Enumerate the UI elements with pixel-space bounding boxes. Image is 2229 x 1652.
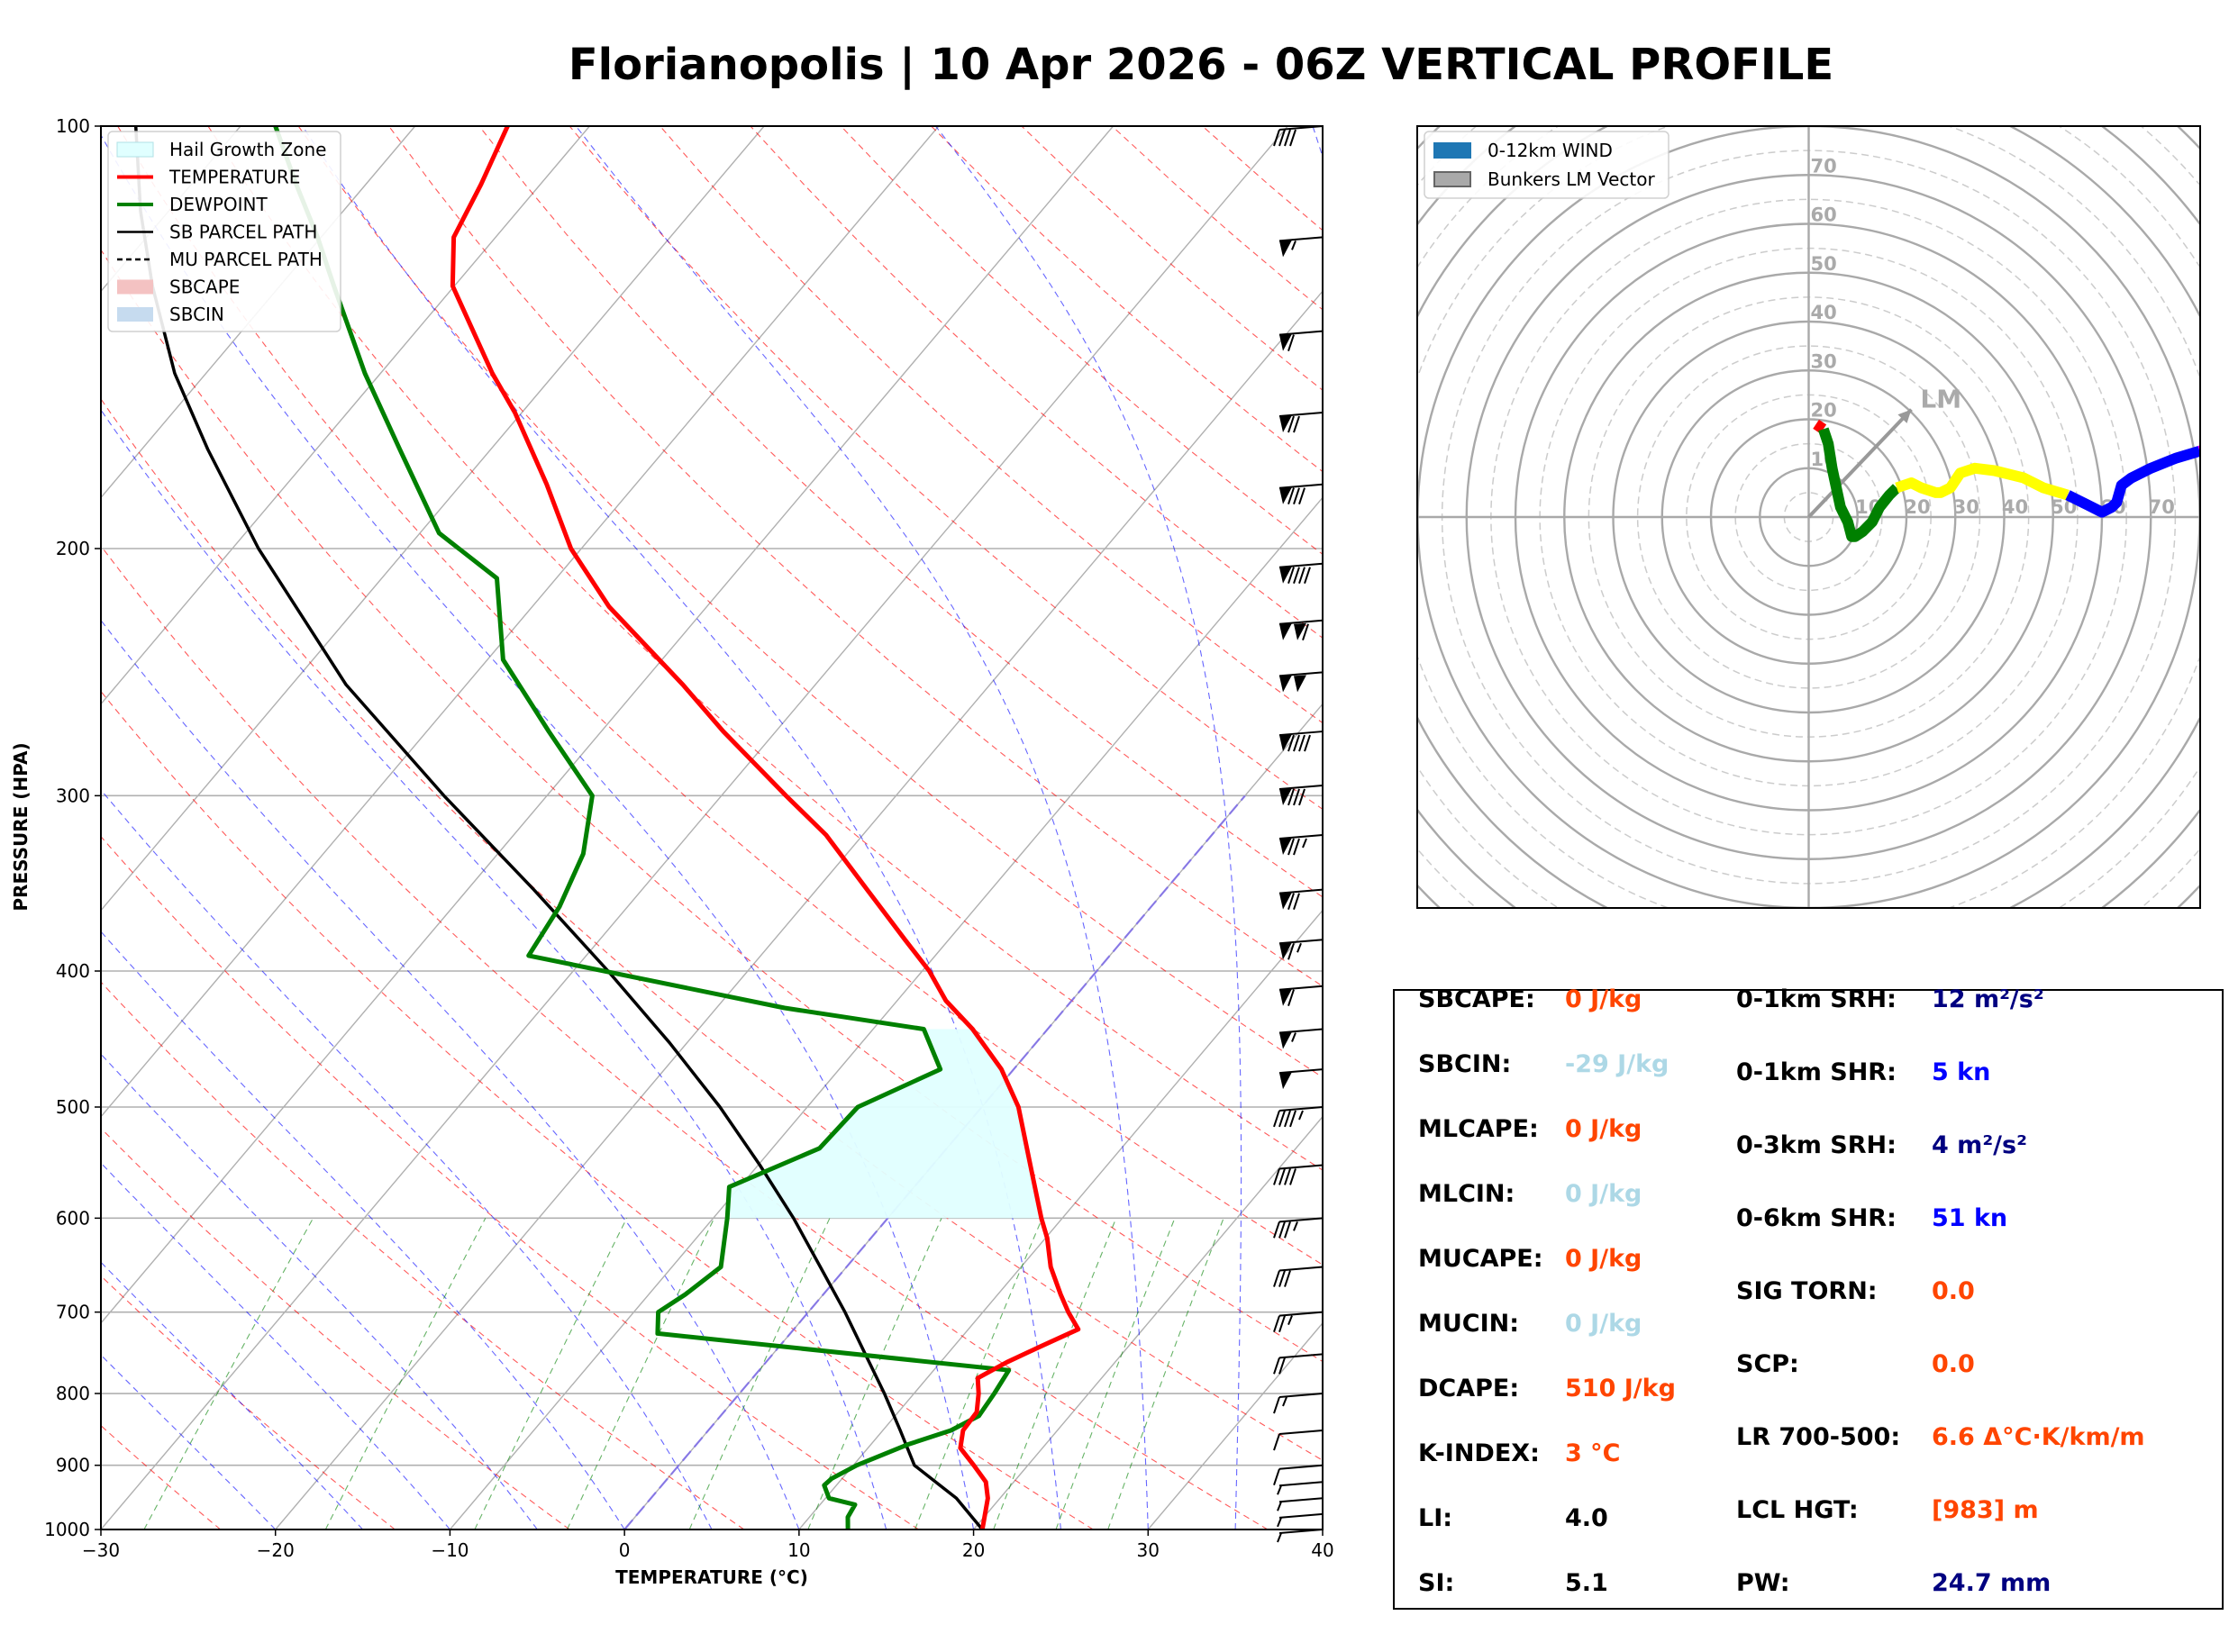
stat-value: -29 J/kg	[1565, 1050, 1669, 1078]
hodograph-u-label: 70	[2149, 496, 2175, 518]
x-tick-label: 20	[962, 1539, 985, 1561]
hodograph-trace-segment	[2200, 444, 2220, 451]
stat-value: 0.0	[1932, 1277, 1975, 1305]
stat-value: 0 J/kg	[1565, 1310, 1642, 1338]
stat-label: 0-6km SHR:	[1736, 1204, 1897, 1232]
stat-label: K-INDEX:	[1418, 1439, 1540, 1467]
legend-label: SBCIN	[169, 304, 224, 325]
stat-value: 4.0	[1565, 1504, 1608, 1532]
hodograph-trace-segment	[1816, 424, 1824, 430]
skewt-xlabel: TEMPERATURE (°C)	[615, 1566, 808, 1588]
stat-value: 0 J/kg	[1565, 985, 1642, 1013]
x-tick-label: −20	[257, 1539, 295, 1561]
stat-label: DCAPE:	[1418, 1375, 1519, 1402]
y-tick-label: 900	[56, 1455, 90, 1476]
stat-label: MUCAPE:	[1418, 1245, 1543, 1273]
stat-label: 0-3km SRH:	[1736, 1131, 1897, 1159]
legend-label: Hail Growth Zone	[169, 139, 326, 160]
legend-swatch	[117, 142, 153, 157]
hodograph-v-label: 70	[1811, 155, 1837, 177]
stat-label: PW:	[1736, 1569, 1790, 1597]
legend-label: DEWPOINT	[169, 194, 268, 215]
stat-value: 6.6 Δ°C·K/km/m	[1932, 1423, 2145, 1451]
legend-label: MU PARCEL PATH	[169, 249, 323, 270]
hodograph-u-label: 40	[2002, 496, 2028, 518]
stat-label: SIG TORN:	[1736, 1277, 1878, 1305]
legend-label: SBCAPE	[169, 277, 240, 298]
stat-value: 0.0	[1932, 1350, 1975, 1378]
x-tick-label: −10	[431, 1539, 469, 1561]
x-tick-label: 40	[1311, 1539, 1333, 1561]
stat-value: 0 J/kg	[1565, 1115, 1642, 1143]
stat-label: MLCAPE:	[1418, 1115, 1539, 1143]
legend-label: Bunkers LM Vector	[1488, 168, 1656, 190]
y-tick-label: 1000	[44, 1519, 90, 1540]
stat-label: LCL HGT:	[1736, 1496, 1859, 1524]
y-tick-label: 700	[56, 1302, 90, 1323]
y-tick-label: 200	[56, 538, 90, 559]
stat-label: SI:	[1418, 1569, 1454, 1597]
figure-title: Florianopolis | 10 Apr 2026 - 06Z VERTIC…	[569, 40, 1833, 90]
y-tick-label: 100	[56, 115, 90, 137]
stat-label: 0-1km SRH:	[1736, 985, 1897, 1013]
stat-label: SBCAPE:	[1418, 985, 1535, 1013]
stat-label: SCP:	[1736, 1350, 1799, 1378]
hodograph-v-label: 20	[1811, 400, 1837, 422]
y-tick-label: 300	[56, 785, 90, 806]
bunkers-lm-label: LM	[1920, 385, 1961, 414]
skewt-legend: Hail Growth Zone TEMPERATURE DEWPOINT SB PA…	[108, 132, 341, 331]
stat-value: 5.1	[1565, 1569, 1608, 1597]
x-tick-label: −30	[82, 1539, 120, 1561]
x-tick-label: 10	[787, 1539, 810, 1561]
legend-swatch	[1434, 143, 1470, 158]
hodograph-v-label: 30	[1811, 350, 1837, 372]
hodograph-v-label: 40	[1811, 302, 1837, 323]
stat-value: 4 m²/s²	[1932, 1131, 2027, 1159]
stat-value: [983] m	[1932, 1496, 2039, 1524]
y-tick-label: 800	[56, 1383, 90, 1404]
hodograph-v-label: 50	[1811, 253, 1837, 275]
x-tick-label: 30	[1137, 1539, 1160, 1561]
legend-swatch	[1434, 172, 1470, 186]
hodograph-v-label: 60	[1811, 204, 1837, 226]
legend-swatch	[117, 280, 153, 295]
y-tick-label: 400	[56, 960, 90, 982]
stat-label: MLCIN:	[1418, 1180, 1515, 1208]
stat-label: SBCIN:	[1418, 1050, 1511, 1078]
stat-value: 3 °C	[1565, 1439, 1621, 1467]
y-tick-label: 600	[56, 1207, 90, 1229]
legend-label: TEMPERATURE	[168, 167, 300, 188]
x-tick-label: 0	[619, 1539, 631, 1561]
legend-label: SB PARCEL PATH	[169, 222, 317, 243]
stat-label: MUCIN:	[1418, 1310, 1519, 1338]
legend-label: 0-12km WIND	[1488, 140, 1613, 161]
stat-value: 0 J/kg	[1565, 1245, 1642, 1273]
skewt-ylabel: PRESSURE (HPA)	[10, 742, 32, 911]
stat-value: 51 kn	[1932, 1204, 2007, 1232]
hodograph-u-label: 30	[1953, 496, 1979, 518]
legend-swatch	[117, 307, 153, 322]
stat-label: LR 700-500:	[1736, 1423, 1900, 1451]
stat-value: 12 m²/s²	[1932, 985, 2044, 1013]
hodograph-u-label: 20	[1904, 496, 1930, 518]
stat-value: 5 kn	[1932, 1058, 1990, 1086]
stat-value: 0 J/kg	[1565, 1180, 1642, 1208]
hodograph-legend: 0-12km WIND Bunkers LM Vector	[1424, 132, 1669, 198]
wind-barb-half	[1278, 1533, 1281, 1542]
stat-value: 24.7 mm	[1932, 1569, 2051, 1597]
stat-value: 510 J/kg	[1565, 1375, 1676, 1402]
stat-label: 0-1km SHR:	[1736, 1058, 1897, 1086]
stats-panel: SBCAPE: 0 J/kg SBCIN: -29 J/kg MLCAPE: 0 J/kg…	[1394, 985, 2223, 1609]
skewt-background	[101, 126, 1323, 1529]
y-tick-label: 500	[56, 1096, 90, 1118]
stat-label: LI:	[1418, 1504, 1452, 1532]
